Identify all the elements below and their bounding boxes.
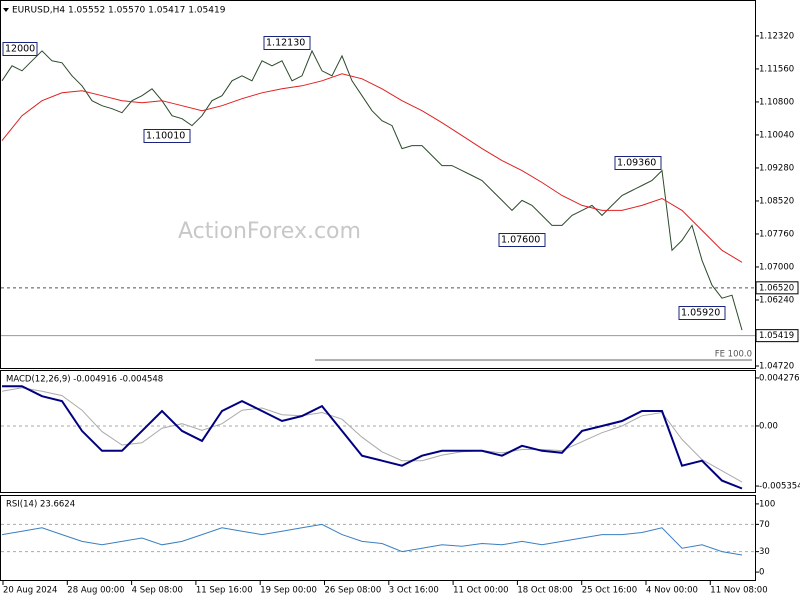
x-tick-label: 4 Sep 08:00 <box>132 586 183 596</box>
series-line <box>2 385 743 490</box>
y-tick-label: 1.06240 <box>759 295 794 305</box>
y-tick-label: 1.07760 <box>759 229 794 239</box>
x-tick-label: 11 Oct 00:00 <box>453 586 508 596</box>
fe-label: FE 100.0 <box>715 350 752 360</box>
annotation: 12000 <box>5 44 35 55</box>
x-tick-label: 4 Nov 00:00 <box>646 586 698 596</box>
rsi-panel <box>0 495 756 581</box>
annotation: 1.09360 <box>617 158 656 169</box>
annotation: 1.05920 <box>681 308 720 319</box>
price-panel <box>0 0 756 369</box>
watermark: ActionForex.com <box>178 219 361 244</box>
y-tick-label: 1.11560 <box>759 64 794 74</box>
price-badge-label: 1.06520 <box>759 283 794 293</box>
x-tick-label: 11 Nov 08:00 <box>710 586 767 596</box>
title-marker <box>3 8 9 12</box>
y-tick-label: 0.00 <box>759 421 778 431</box>
y-tick-label: 1.10800 <box>759 97 794 107</box>
price-badge <box>755 329 799 343</box>
x-tick-label: 11 Sep 16:00 <box>196 586 253 596</box>
x-tick-label: 19 Sep 00:00 <box>260 586 317 596</box>
x-tick-label: 25 Oct 16:00 <box>582 586 637 596</box>
series-line <box>1 387 743 483</box>
x-tick-label: 3 Oct 16:00 <box>389 586 439 596</box>
y-tick-label: 1.08520 <box>759 196 794 206</box>
panel-title: RSI(14) 23.6624 <box>6 500 75 510</box>
y-tick-label: 1.07000 <box>759 262 794 272</box>
annotation: 1.12130 <box>266 38 305 49</box>
annotation: 1.07600 <box>501 235 540 246</box>
x-tick-label: 28 Aug 00:00 <box>67 586 124 596</box>
y-tick-label: 100 <box>759 499 775 509</box>
y-tick-label: 30 <box>759 547 770 557</box>
y-tick-label: 1.10040 <box>759 130 794 140</box>
series-line <box>1 523 743 556</box>
annotation-box <box>143 129 191 143</box>
annotation: 1.10010 <box>146 131 185 142</box>
series-line <box>1 49 743 331</box>
chart-title: EURUSD,H4 1.05552 1.05570 1.05417 1.0541… <box>12 6 226 16</box>
y-tick-label: 1.12320 <box>759 31 794 41</box>
y-tick-label: 0 <box>759 568 764 578</box>
price-badge <box>755 281 799 295</box>
annotation-box <box>2 42 38 56</box>
macd-panel <box>0 370 756 493</box>
price-badge-label: 1.05419 <box>759 331 794 341</box>
x-tick-label: 26 Sep 08:00 <box>325 586 382 596</box>
annotation-box <box>614 156 662 170</box>
annotation-box <box>263 36 311 50</box>
annotation-box <box>678 306 726 320</box>
x-tick-label: 18 Oct 08:00 <box>517 586 572 596</box>
y-tick-label: 1.04720 <box>759 362 794 372</box>
series-line <box>1 73 743 263</box>
panel-title: MACD(12,26,9) -0.004916 -0.004548 <box>6 375 163 385</box>
y-tick-label: 0.004276 <box>759 373 800 383</box>
annotation-box <box>498 233 546 247</box>
y-tick-label: -0.005354 <box>759 482 800 492</box>
x-tick-label: 20 Aug 2024 <box>3 586 57 596</box>
y-tick-label: 1.09280 <box>759 163 794 173</box>
y-tick-label: 70 <box>759 520 770 530</box>
